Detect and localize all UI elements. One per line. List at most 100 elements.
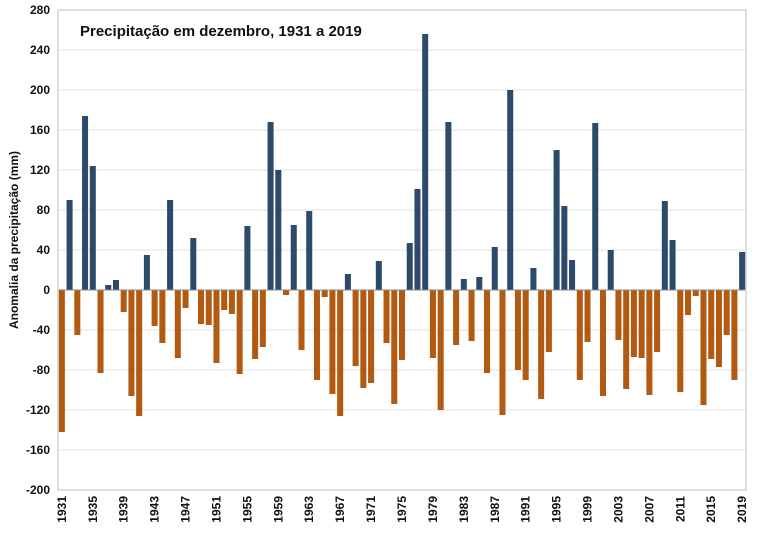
- bar-1972: [375, 261, 382, 290]
- bar-1958: [267, 122, 274, 290]
- y-tick-label: 0: [43, 283, 50, 297]
- bar-1954: [236, 290, 243, 374]
- y-tick-label: -40: [33, 323, 51, 337]
- bar-1986: [484, 290, 491, 373]
- bar-1957: [259, 290, 266, 347]
- y-tick-label: -120: [26, 403, 50, 417]
- bar-1934: [82, 116, 89, 290]
- bar-1977: [414, 189, 421, 290]
- bar-2006: [638, 290, 645, 358]
- bar-1981: [445, 122, 452, 290]
- x-tick-label: 1999: [581, 496, 595, 523]
- bar-2007: [646, 290, 653, 395]
- bar-1982: [453, 290, 460, 345]
- bar-1995: [553, 150, 560, 290]
- x-tick-label: 1963: [302, 496, 316, 523]
- bar-1935: [89, 166, 96, 290]
- x-tick-label: 1987: [488, 496, 502, 523]
- bar-2017: [723, 290, 730, 335]
- y-tick-labels: 280 240 200 160 120 80 40 0 -40 -80 -120 -160 -200: [26, 3, 50, 497]
- bar-1956: [252, 290, 259, 359]
- y-tick-label: 240: [30, 43, 50, 57]
- bar-2000: [592, 123, 599, 290]
- x-tick-label: 1931: [55, 496, 69, 523]
- bar-2018: [731, 290, 738, 380]
- bar-1942: [143, 255, 150, 290]
- y-tick-label: 120: [30, 163, 50, 177]
- bar-1975: [398, 290, 406, 360]
- chart-title: Precipitação em dezembro, 1931 a 2019: [80, 23, 362, 40]
- bar-1970: [360, 290, 367, 388]
- x-tick-label: 1939: [117, 496, 131, 523]
- bar-1980: [437, 290, 444, 410]
- bar-1953: [228, 290, 235, 314]
- bar-1955: [244, 226, 251, 290]
- x-tick-label: 1991: [519, 496, 533, 523]
- bar-2014: [700, 290, 707, 405]
- bar-1945: [167, 200, 174, 290]
- x-tick-label: 2003: [611, 496, 625, 523]
- bar-1965: [321, 290, 328, 297]
- bar-1997: [569, 260, 576, 290]
- x-tick-label: 2015: [704, 496, 718, 523]
- y-tick-label: 80: [37, 203, 51, 217]
- bar-1989: [507, 90, 514, 290]
- bar-1994: [545, 290, 552, 352]
- bar-1951: [213, 290, 220, 363]
- x-tick-label: 1995: [550, 496, 564, 523]
- bar-1990: [514, 290, 521, 370]
- bar-1983: [460, 279, 467, 290]
- bar-1962: [298, 290, 305, 350]
- bar-2015: [708, 290, 715, 359]
- bar-1960: [283, 290, 290, 295]
- y-tick-label: 280: [30, 3, 50, 17]
- bar-1961: [290, 225, 297, 290]
- x-tick-label: 1975: [395, 496, 409, 523]
- bar-2001: [599, 290, 607, 396]
- x-tick-label: 1951: [209, 496, 223, 523]
- x-tick-label: 1955: [240, 496, 254, 523]
- bar-1998: [576, 290, 583, 380]
- bar-2002: [607, 250, 614, 290]
- bar-1988: [499, 290, 506, 415]
- x-tick-label: 2011: [673, 496, 687, 522]
- bar-2003: [615, 290, 622, 340]
- bar-2009: [661, 201, 668, 290]
- y-tick-label: 200: [30, 83, 50, 97]
- bar-1966: [329, 290, 336, 394]
- bar-1943: [151, 290, 158, 326]
- bar-1987: [491, 247, 498, 290]
- y-tick-label: -80: [33, 363, 51, 377]
- x-tick-labels: 1931 1935 1939 1943 1947 1951 1955 1959 1963 1967…: [55, 496, 749, 523]
- x-tick-label: 2019: [735, 496, 749, 523]
- bar-1992: [530, 268, 537, 290]
- bar-1984: [468, 290, 475, 341]
- x-tick-label: 1967: [333, 496, 347, 523]
- x-tick-label: 1959: [271, 496, 285, 523]
- bar-1931: [58, 290, 65, 432]
- bar-1973: [383, 290, 390, 343]
- bar-1959: [275, 170, 282, 290]
- bar-1985: [476, 277, 483, 290]
- bar-2019: [739, 252, 746, 290]
- bar-1991: [522, 290, 529, 380]
- bar-1937: [105, 285, 112, 290]
- bar-2010: [669, 240, 676, 290]
- bar-1999: [584, 290, 591, 342]
- bar-1993: [538, 290, 545, 399]
- y-axis-label: Anomalia da precipitação (mm): [7, 151, 21, 329]
- bar-2008: [654, 290, 661, 352]
- bar-1971: [368, 290, 375, 383]
- bar-1964: [313, 290, 320, 380]
- bar-1968: [344, 274, 351, 290]
- x-tick-label: 1979: [426, 496, 440, 523]
- x-tick-label: 1943: [148, 496, 162, 523]
- plot-frame: [57, 9, 747, 491]
- x-tick-label: 1947: [179, 496, 193, 523]
- bar-1979: [429, 290, 436, 358]
- x-tick-label: 1983: [457, 496, 471, 523]
- bar-1963: [306, 211, 313, 290]
- x-tick-label: 1971: [364, 496, 378, 523]
